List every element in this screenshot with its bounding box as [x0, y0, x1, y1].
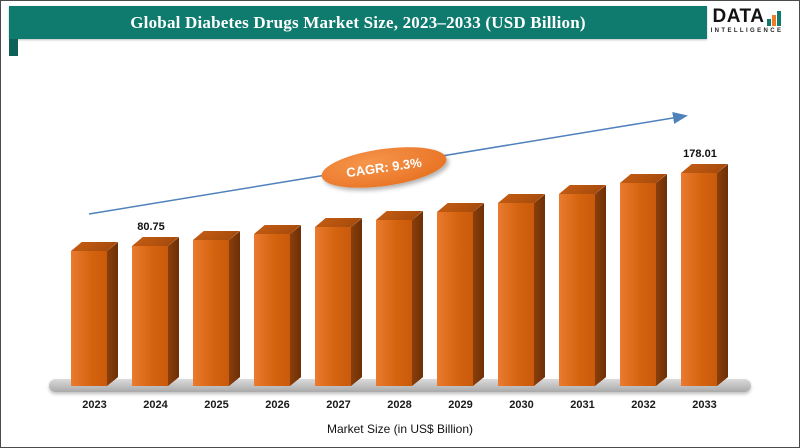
category-label-2029: 2029 — [448, 399, 473, 411]
bar-2033: 178.01 — [681, 148, 728, 386]
category-label-2032: 2032 — [631, 399, 656, 411]
x-axis-title: Market Size (in US$ Billion) — [326, 422, 474, 436]
logo-text: DATA — [712, 6, 765, 27]
logo-subtitle: INTELLIGENCE — [710, 28, 784, 34]
bar-side-face — [534, 194, 545, 386]
bar-side-face — [717, 164, 728, 386]
bar-2023 — [71, 242, 118, 386]
bar-2028 — [376, 211, 423, 386]
data-label-2024: 80.75 — [137, 221, 165, 233]
bar-side-face — [412, 211, 423, 386]
bar-front-face — [193, 240, 229, 386]
cagr-label: CAGR: 9.3% — [345, 154, 423, 181]
bar-2027 — [315, 218, 362, 386]
bar-front-face — [132, 246, 168, 386]
brand-logo: DATA INTELLIGENCE — [705, 7, 789, 34]
bar-front-face — [681, 173, 717, 386]
bar-side-face — [595, 185, 606, 386]
x-axis-labels: 2023 2024 2025 2026 2027 2028 2029 2030 2031 2032… — [71, 399, 728, 411]
category-label-2023: 2023 — [82, 399, 107, 411]
category-label-2026: 2026 — [265, 399, 290, 411]
bar-side-face — [107, 242, 118, 386]
bars-group: 80.75 178.01 — [71, 148, 728, 386]
category-label-2030: 2030 — [509, 399, 534, 411]
bar-chart-logo-icon — [767, 11, 782, 26]
header-accent — [9, 39, 18, 56]
category-label-2025: 2025 — [204, 399, 229, 411]
bar-front-face — [315, 227, 351, 386]
bar-side-face — [656, 174, 667, 386]
bar-side-face — [168, 237, 179, 386]
bar-side-face — [229, 231, 240, 386]
category-label-2031: 2031 — [570, 399, 595, 411]
bar-side-face — [351, 218, 362, 386]
bar-2031 — [559, 185, 606, 386]
bar-front-face — [437, 212, 473, 386]
category-label-2024: 2024 — [143, 399, 168, 411]
data-label-2033: 178.01 — [683, 148, 717, 160]
bar-front-face — [559, 194, 595, 386]
category-label-2033: 2033 — [692, 399, 717, 411]
bar-2024: 80.75 — [132, 221, 179, 386]
bar-2032 — [620, 174, 667, 386]
header: Global Diabetes Drugs Market Size, 2023–… — [9, 6, 707, 39]
bar-front-face — [376, 220, 412, 386]
bar-side-face — [473, 203, 484, 386]
bar-2030 — [498, 194, 545, 386]
bar-front-face — [254, 234, 290, 386]
page-title: Global Diabetes Drugs Market Size, 2023–… — [130, 12, 586, 32]
bar-front-face — [620, 183, 656, 386]
bar-2029 — [437, 203, 484, 386]
bar-side-face — [290, 225, 301, 386]
category-label-2027: 2027 — [326, 399, 351, 411]
bar-front-face — [71, 251, 107, 386]
bar-2025 — [193, 231, 240, 386]
bar-front-face — [498, 203, 534, 386]
category-label-2028: 2028 — [387, 399, 412, 411]
bar-2026 — [254, 225, 301, 386]
